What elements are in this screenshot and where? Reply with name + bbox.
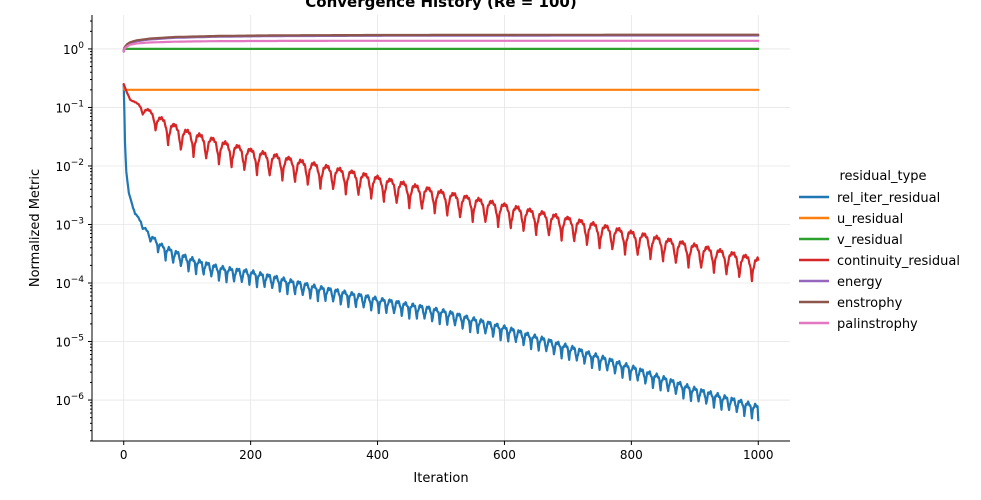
y-axis-label: Normalized Metric [28,169,43,287]
legend: residual_type rel_iter_residual u_residua… [799,169,960,332]
x-tick-label: 0 [120,448,128,462]
legend-label: enstrophy [837,296,903,311]
legend-label: continuity_residual [837,254,960,269]
series-line-enstrophy [122,33,760,52]
y-tick-label: 10−2 [55,158,84,174]
series-line-palinstrophy [122,39,760,53]
y-tick-label: 10−3 [55,216,84,232]
axes [91,15,790,442]
y-tick-label: 100 [63,41,84,57]
y-tick-label: 10−5 [55,334,84,350]
y-tick-label: 10−1 [55,99,84,115]
series-line-v-residual [122,47,760,53]
chart-title: Convergence History (Re = 100) [305,0,576,11]
x-tick-label: 200 [239,448,262,462]
legend-title: residual_type [839,169,926,184]
series-line-u-residual [122,86,760,91]
series-layer [122,33,760,422]
series-line-rel-iter-residual [122,83,760,422]
x-axis-label: Iteration [413,471,468,486]
y-tick-label: 10−4 [55,275,84,291]
y-ticks: 10−6 10−5 10−4 10−3 10−2 10−1 100 [55,20,92,442]
series-line-continuity-residual [122,83,760,283]
grid [92,15,790,441]
y-tick-label: 10−6 [55,392,84,408]
legend-label: palinstrophy [837,317,918,332]
x-tick-label: 400 [366,448,389,462]
legend-label: rel_iter_residual [837,191,940,206]
legend-items: rel_iter_residual u_residual v_residualcon… [799,191,960,332]
x-ticks: 0 200 400 600 800 1000 [120,441,774,462]
x-tick-label: 600 [493,448,516,462]
legend-label: u_residual [837,212,903,227]
legend-label: v_residual [837,233,903,248]
x-tick-label: 1000 [743,448,774,462]
legend-label: energy [837,275,883,290]
x-tick-label: 800 [620,448,643,462]
